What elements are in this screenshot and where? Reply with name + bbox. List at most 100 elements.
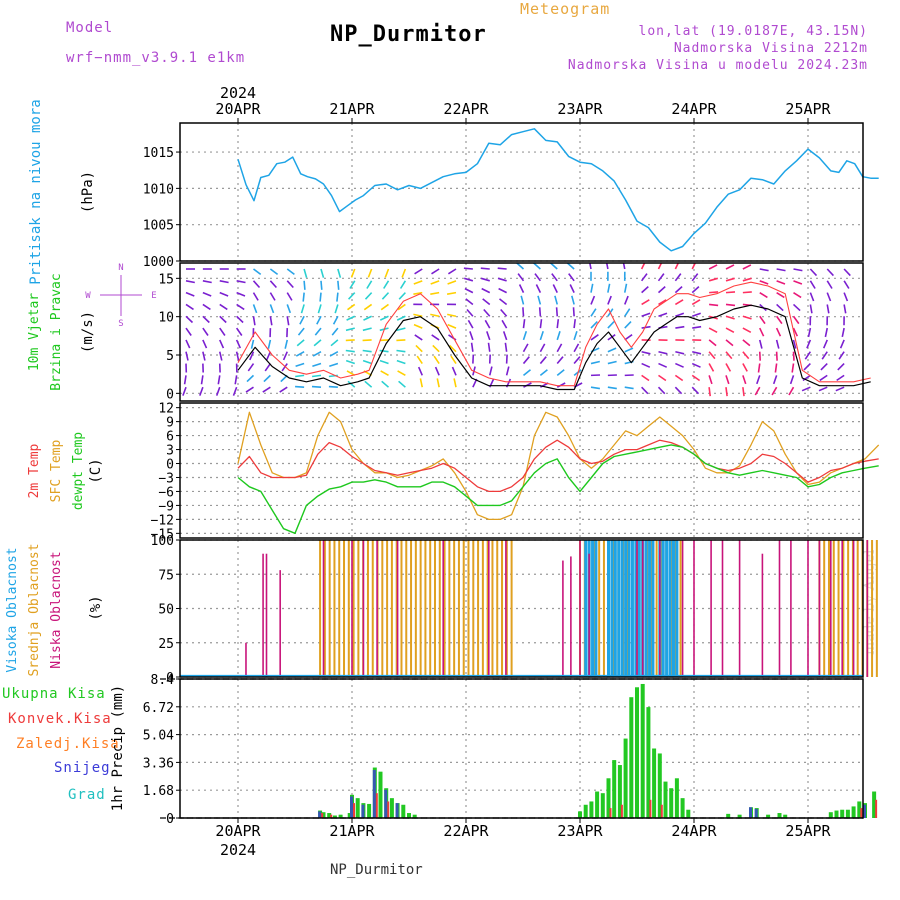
wind-arrow: [792, 339, 797, 349]
wind-arrow: [539, 343, 546, 353]
conv-precip-bar: [387, 801, 390, 818]
wind-arrow: [556, 331, 561, 341]
wind-arrow: [417, 366, 423, 376]
wind-arrow: [430, 291, 440, 295]
wind-arrow: [674, 263, 680, 270]
wind-arrow: [434, 366, 440, 376]
wind-arrow: [657, 273, 665, 282]
total-precip-bar: [389, 798, 394, 818]
wind-arrow: [607, 321, 615, 329]
wind-arrow: [804, 351, 812, 360]
wind-arrow: [759, 268, 769, 272]
wind-arrow: [269, 280, 277, 289]
wind-arrow: [522, 319, 526, 329]
total-precip-bar: [327, 813, 332, 818]
sfc-temp-line: [237, 411, 880, 521]
wind-arrow: [826, 280, 833, 289]
wind-arrow: [826, 292, 832, 302]
wind-arrow: [398, 380, 406, 388]
wind-arrow: [518, 284, 525, 293]
wind-arrow: [482, 298, 491, 306]
wind-arrow: [497, 277, 507, 282]
wind-arrow: [821, 351, 828, 360]
wind-arrow: [708, 277, 719, 282]
wind-arrow: [658, 350, 668, 355]
wind-arrow: [199, 386, 204, 396]
wind-arrow: [534, 273, 542, 282]
wind-arrow: [236, 291, 246, 297]
wind-arrow: [556, 356, 564, 365]
wind-arrow: [300, 304, 305, 314]
wind-arrow: [347, 303, 356, 311]
wind-arrow: [235, 351, 240, 361]
wind-arrow: [431, 268, 440, 275]
wind-arrow: [202, 303, 211, 311]
wind-arrow: [366, 280, 373, 289]
total-precip-bar: [857, 801, 862, 818]
wind-arrow: [331, 327, 339, 336]
total-precip-bar: [674, 778, 679, 818]
wind-arrow: [262, 386, 271, 393]
wind-arrow: [539, 369, 548, 376]
conv-precip-bar: [353, 803, 355, 818]
total-precip-bar: [872, 791, 877, 818]
snow-bar: [350, 796, 353, 818]
wind-arrow: [219, 280, 229, 284]
y-tick-label: 9: [166, 416, 174, 431]
wind-arrow: [708, 363, 715, 372]
total-precip-bar: [726, 813, 731, 818]
wind-arrow: [337, 268, 342, 278]
wind-arrow: [772, 375, 778, 385]
lonlat-label: lon,lat (19.0187E, 43.15N): [638, 24, 868, 39]
y-tick-label: 0: [166, 671, 174, 686]
wind-arrow: [316, 315, 322, 325]
total-precip-bar: [737, 814, 742, 818]
total-precip-bar: [412, 814, 417, 818]
wind-arrow: [640, 263, 646, 270]
wind-arrow: [789, 375, 795, 385]
wind-arrow: [674, 299, 684, 306]
wind-arrow: [480, 277, 490, 282]
y-tick-label: 1000: [143, 255, 174, 270]
wind-arrow: [349, 280, 356, 289]
precip-legend-item: Grad: [68, 787, 106, 803]
wind-arrow: [691, 273, 699, 282]
y-tick-label: 0: [166, 812, 174, 827]
wind-arrow: [641, 386, 649, 395]
wind-arrow: [295, 351, 305, 357]
wind-arrow: [202, 280, 212, 284]
wind-arrow: [809, 280, 816, 289]
conv-precip-bar: [321, 813, 324, 818]
sfc-axis-label: SFC Temp: [49, 440, 64, 503]
wind-arrow: [788, 386, 795, 396]
wind-arrow: [413, 313, 423, 318]
day-label-top: 24APR: [671, 100, 717, 118]
wind-arrow: [295, 362, 305, 368]
wind-arrow: [607, 347, 617, 353]
wind-arrow: [486, 331, 491, 341]
total-precip-bar: [600, 793, 605, 818]
wind-arrow: [533, 263, 541, 270]
wind-arrow: [430, 280, 440, 285]
day-label-top: 22APR: [443, 100, 489, 118]
wind-arrow: [219, 303, 228, 311]
frame-layer: [176, 118, 864, 823]
precip-axis-label: 1hr Precip (mm): [110, 685, 126, 811]
wind-arrow: [691, 299, 701, 306]
wind-arrow: [725, 339, 734, 347]
conv-precip-bar: [875, 799, 878, 818]
wind-arrow: [658, 299, 667, 306]
wind-arrow: [826, 268, 834, 277]
wind-arrow: [806, 339, 812, 349]
wind-arrow: [398, 292, 406, 300]
wind-arrow: [379, 315, 389, 321]
snow-bar: [384, 789, 388, 818]
snow-bar: [395, 803, 399, 818]
wind-arrow: [236, 303, 245, 311]
wind-arrow: [487, 342, 491, 352]
wind-arrow: [691, 386, 700, 395]
wind-arrow: [566, 263, 575, 270]
wind-arrow: [571, 295, 575, 305]
wind-arrow: [449, 344, 457, 353]
